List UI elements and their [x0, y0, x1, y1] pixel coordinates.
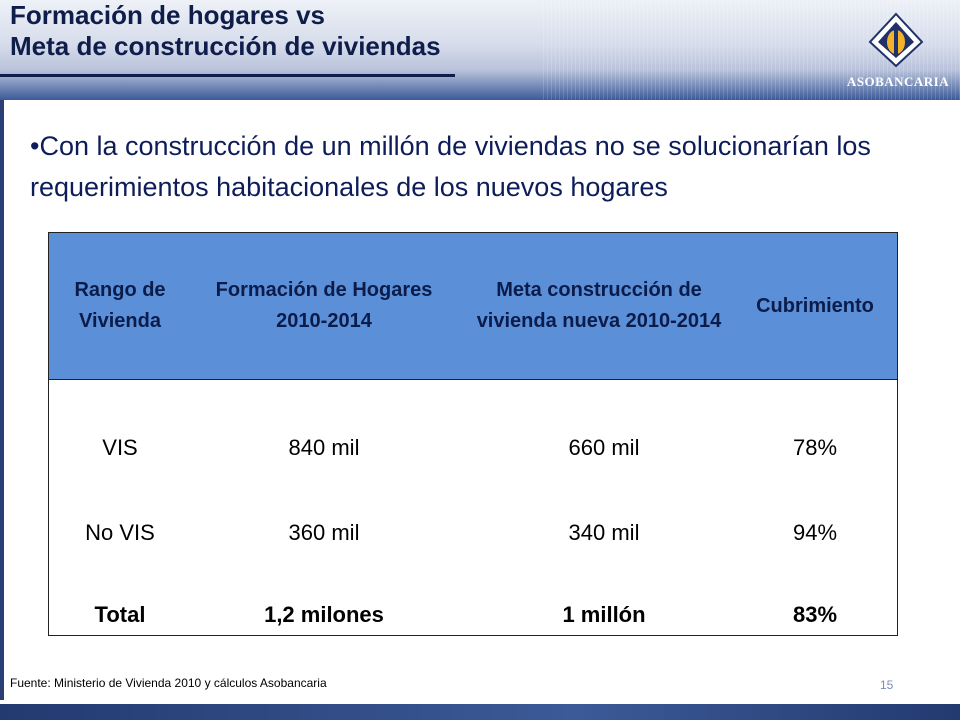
header-cell-meta: Meta construcción de vivienda nueva 2010…	[476, 279, 722, 332]
cell-meta: 340 mil	[568, 520, 640, 545]
title-line-2: Meta de construcción de viviendas	[10, 31, 441, 61]
table-header-row: Rango de Vivienda Formación de Hogares 2…	[49, 233, 897, 380]
logo-text: ASOBANCARIA	[846, 74, 950, 89]
header-cell-formacion: Formación de Hogares 2010-2014	[215, 279, 433, 332]
cell-meta: 1 millón	[562, 602, 646, 627]
data-table: Rango de Vivienda Formación de Hogares 2…	[48, 232, 898, 636]
cell-cubrimiento: 78%	[792, 435, 838, 460]
header-cell-rango: Rango de Vivienda	[74, 279, 166, 332]
asobancaria-logo: ASOBANCARIA	[838, 8, 958, 92]
cell-rango: VIS	[102, 435, 138, 460]
bullet-text: •Con la construcción de un millón de viv…	[30, 131, 871, 202]
page-number: 15	[880, 678, 894, 692]
title-line-1: Formación de hogares vs	[10, 0, 325, 30]
title-underline	[0, 74, 455, 77]
header-cell-cubrimiento: Cubrimiento	[756, 294, 874, 317]
source-note: Fuente: Ministerio de Vivienda 2010 y cá…	[10, 676, 327, 690]
cell-meta: 660 mil	[568, 435, 640, 460]
cell-formacion: 840 mil	[288, 435, 360, 460]
cell-rango: No VIS	[85, 520, 155, 545]
cell-cubrimiento: 83%	[792, 602, 838, 627]
footer-band	[0, 704, 960, 720]
cell-rango: Total	[94, 602, 146, 627]
slide-title: Formación de hogares vs Meta de construc…	[10, 0, 441, 62]
asobancaria-diamond-logo-icon	[868, 12, 924, 68]
cell-formacion: 360 mil	[288, 520, 360, 545]
cell-cubrimiento: 94%	[792, 520, 838, 545]
cell-formacion: 1,2 milones	[264, 602, 384, 627]
left-edge-rule	[0, 100, 4, 700]
